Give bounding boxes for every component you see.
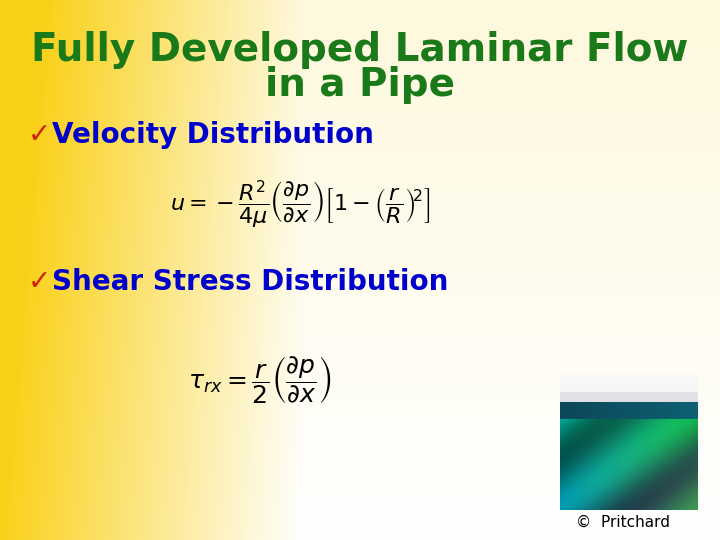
Text: Shear Stress Distribution: Shear Stress Distribution [52,268,449,296]
Text: ©  Pritchard: © Pritchard [576,515,670,530]
Text: ✓: ✓ [28,121,51,149]
Text: Fully Developed Laminar Flow: Fully Developed Laminar Flow [32,31,688,69]
Text: $\tau_{rx} = \dfrac{r}{2}\left(\dfrac{\partial p}{\partial x}\right)$: $\tau_{rx} = \dfrac{r}{2}\left(\dfrac{\p… [188,354,332,406]
Text: ✓: ✓ [28,268,51,296]
Text: $u = -\dfrac{R^2}{4\mu}\left(\dfrac{\partial p}{\partial x}\right)\left[1-\left(: $u = -\dfrac{R^2}{4\mu}\left(\dfrac{\par… [170,179,431,231]
Text: in a Pipe: in a Pipe [265,66,455,104]
Text: Velocity Distribution: Velocity Distribution [52,121,374,149]
